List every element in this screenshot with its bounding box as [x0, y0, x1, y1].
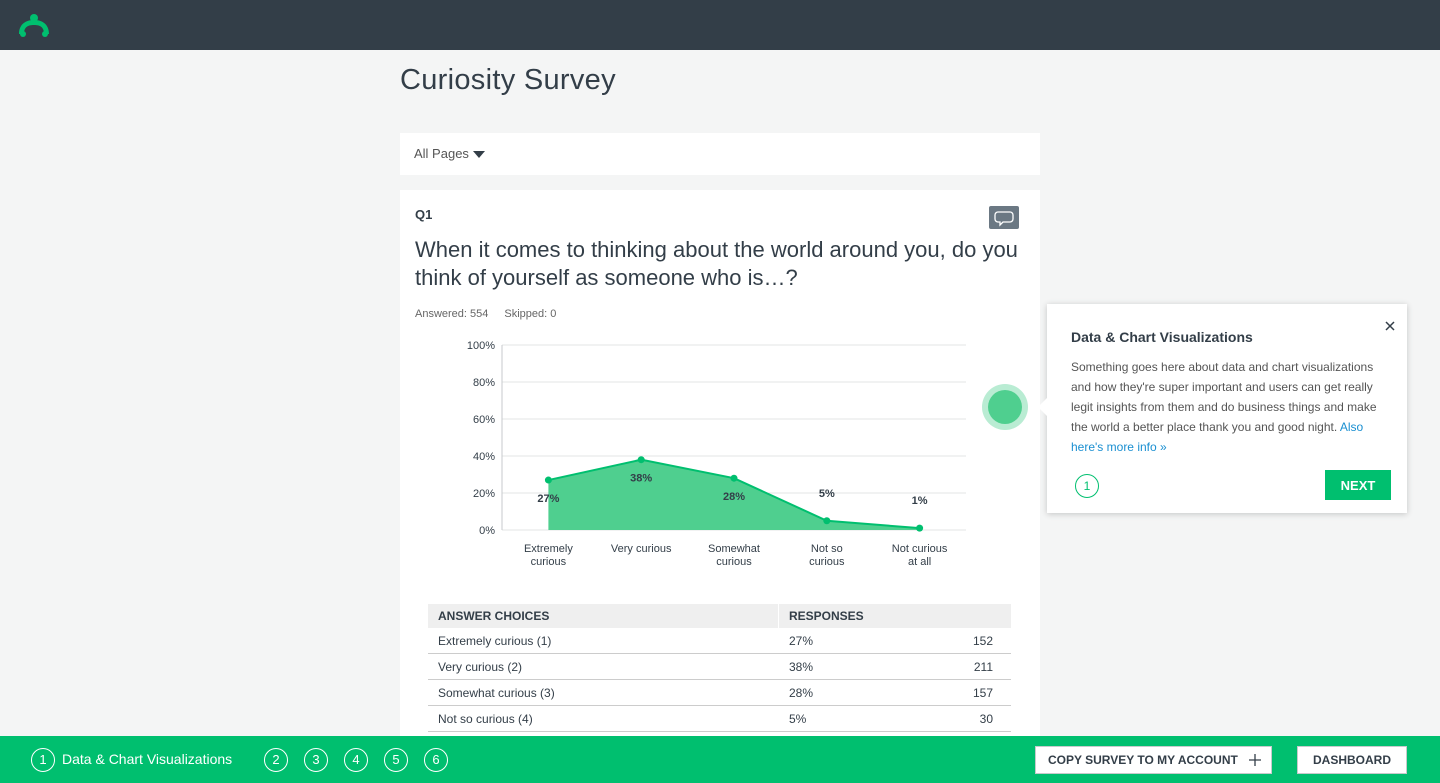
value-label: 38%: [630, 473, 652, 485]
tooltip-title: Data & Chart Visualizations: [1071, 329, 1253, 345]
step-number[interactable]: 2: [264, 748, 288, 772]
value-label: 5%: [819, 488, 835, 500]
value-label: 28%: [723, 491, 745, 503]
results-table: ANSWER CHOICES RESPONSES Extremely curious…: [428, 604, 1011, 732]
top-bar: [0, 0, 1440, 50]
close-button[interactable]: [1385, 321, 1395, 331]
column-header: RESPONSES: [778, 604, 1011, 628]
chart: 0% 20% 40% 60% 80% 100% 27% 38% 28% 5% 1% Extremely…: [467, 340, 966, 568]
page-filter[interactable]: All Pages: [400, 133, 1040, 175]
next-button[interactable]: NEXT: [1325, 470, 1391, 500]
hotspot[interactable]: [981, 383, 1029, 431]
dashboard-button[interactable]: DASHBOARD: [1297, 746, 1407, 774]
table-row: Somewhat curious (3) 28% 157: [428, 679, 1011, 706]
table-cell: 211: [890, 653, 1011, 680]
copy-label: COPY SURVEY TO MY ACCOUNT: [1048, 753, 1238, 767]
table-cell: Extremely curious (1): [428, 628, 779, 654]
y-tick-label: 40%: [473, 451, 495, 463]
y-tick-label: 20%: [473, 488, 495, 500]
comment-button[interactable]: [989, 206, 1019, 229]
filter-label: All Pages: [414, 146, 469, 161]
tooltip: Data & Chart Visualizations Something go…: [1038, 304, 1407, 513]
step-number[interactable]: 6: [424, 748, 448, 772]
area: [548, 459, 920, 530]
point: [637, 456, 645, 464]
y-tick-label: 60%: [473, 414, 495, 426]
step-number[interactable]: 5: [384, 748, 408, 772]
table-cell: 152: [890, 628, 1011, 654]
plus-icon: [1249, 754, 1261, 766]
y-tick-label: 80%: [473, 377, 495, 389]
page-title: Curiosity Survey: [400, 64, 616, 96]
point: [730, 474, 738, 482]
table-cell: 30: [890, 705, 1011, 732]
copy-survey-button[interactable]: COPY SURVEY TO MY ACCOUNT: [1035, 746, 1272, 774]
question-text: When it comes to thinking about the worl…: [415, 237, 1018, 290]
y-tick-label: 100%: [467, 340, 495, 352]
x-tick-label: Extremely curious: [524, 543, 573, 568]
table-cell: Not so curious (4): [428, 705, 779, 732]
question-number: Q1: [415, 207, 433, 222]
table-cell: 27%: [778, 628, 891, 654]
question-stats: Answered: 554 Skipped: 0: [415, 308, 572, 320]
table-row: Extremely curious (1) 27% 152: [428, 628, 1011, 654]
table-row: Very curious (2) 38% 211: [428, 653, 1011, 680]
point: [916, 524, 924, 532]
point: [544, 476, 552, 484]
table-row: Not so curious (4) 5% 30: [428, 705, 1011, 732]
table-cell: 28%: [778, 679, 891, 706]
point: [823, 517, 831, 525]
value-label: 27%: [537, 493, 559, 505]
answered-count: Answered: 554: [415, 308, 489, 320]
footer: Data & Chart Visualizations COPY SURVEY …: [0, 736, 1440, 783]
step-number[interactable]: 1: [31, 748, 55, 772]
x-tick-label: Very curious: [611, 543, 672, 555]
tooltip-step: 1: [1075, 474, 1099, 498]
column-header: ANSWER CHOICES: [428, 604, 779, 628]
tooltip-text: Something goes here about data and chart…: [1071, 360, 1377, 434]
logo[interactable]: [16, 12, 52, 38]
step-number[interactable]: 3: [304, 748, 328, 772]
x-tick-label: Not so curious: [809, 543, 845, 568]
x-tick-label: Not curious at all: [892, 543, 948, 568]
skipped-count: Skipped: 0: [504, 308, 557, 320]
table-cell: 38%: [778, 653, 891, 680]
value-label: 1%: [912, 495, 928, 507]
y-tick-label: 0%: [479, 525, 495, 537]
x-tick-label: Somewhat curious: [708, 543, 760, 568]
step-label: Data & Chart Visualizations: [62, 751, 233, 767]
table-cell: Very curious (2): [428, 653, 779, 680]
tooltip-body: Something goes here about data and chart…: [1071, 357, 1381, 457]
table-header: ANSWER CHOICES RESPONSES: [428, 604, 1011, 628]
table-cell: 5%: [778, 705, 891, 732]
tooltip-link[interactable]: Also here's more info »: [1071, 420, 1364, 454]
table-cell: 157: [890, 679, 1011, 706]
table-cell: Somewhat curious (3): [428, 679, 779, 706]
dropdown-caret: [472, 151, 485, 158]
step-number[interactable]: 4: [344, 748, 368, 772]
